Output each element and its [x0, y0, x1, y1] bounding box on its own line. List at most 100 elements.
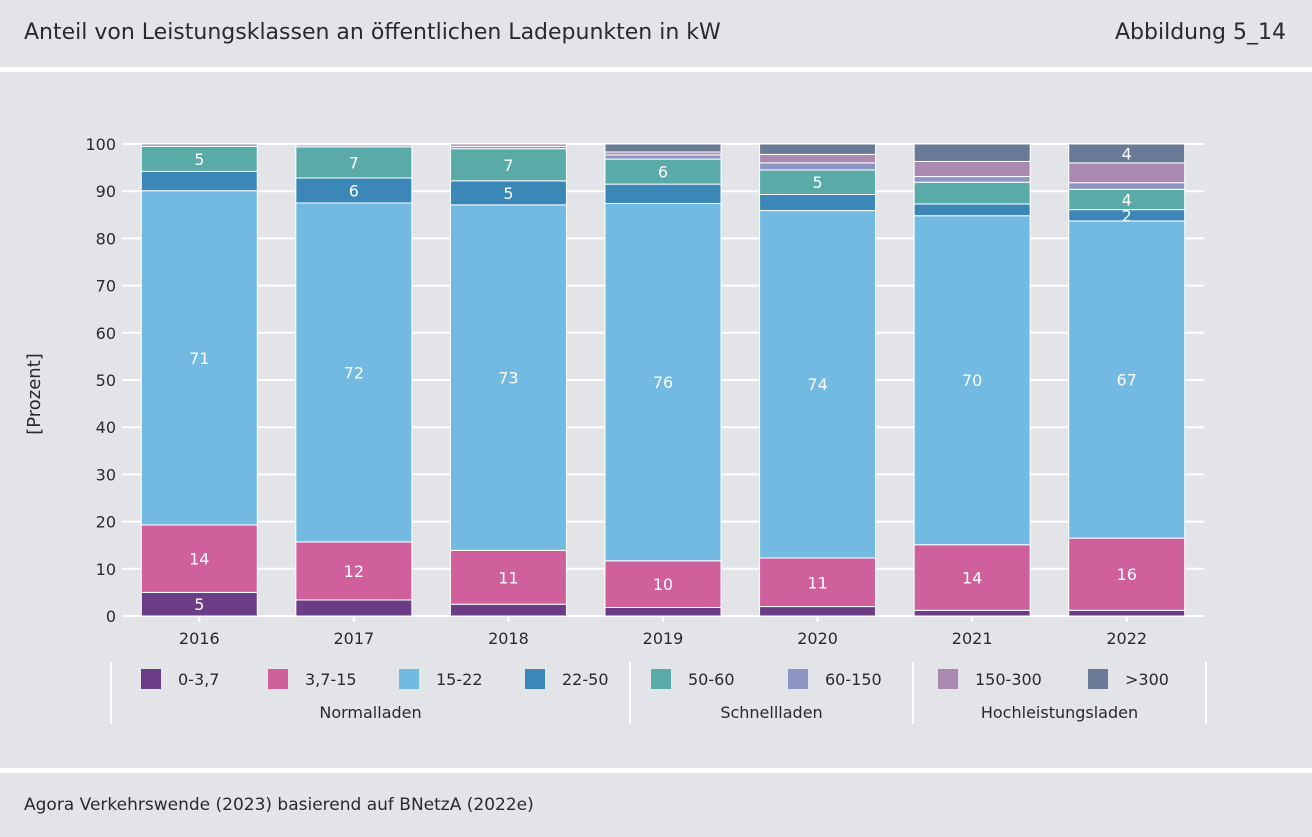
y-tick-label: 90 — [96, 182, 116, 201]
bar-segment — [1068, 537, 1186, 611]
x-tick-label: 2022 — [1106, 629, 1147, 648]
legend-swatch — [788, 669, 808, 689]
bar-segment — [759, 169, 877, 196]
legend-label: 15-22 — [436, 670, 483, 689]
data-label: 67 — [1117, 371, 1137, 390]
bar-segment — [913, 215, 1031, 546]
bar-segment — [1068, 143, 1186, 164]
data-label: 6 — [658, 163, 668, 182]
y-tick-label: 20 — [96, 513, 116, 532]
y-tick-label: 60 — [96, 324, 116, 343]
bar-segment — [449, 148, 567, 182]
axes: 0 10 20 30 40 50 60 70 80 90 100 2016 2017 2018 2019 20… — [85, 135, 1147, 648]
stacked-bar-chart: [Prozent] 5 14 71 5 12 72 67 11 73 5 7 10 76 6 11 74 5 14… — [24, 135, 1207, 724]
data-label: 6 — [349, 181, 359, 200]
bar-segment — [604, 202, 722, 562]
data-label: 4 — [1122, 190, 1132, 209]
y-tick-label: 50 — [96, 371, 116, 390]
data-label: 4 — [1122, 144, 1132, 163]
x-tick-label: 2021 — [952, 629, 993, 648]
bar-segment — [759, 143, 877, 155]
bar-segment — [140, 145, 258, 172]
legend-swatch — [399, 669, 419, 689]
bar-segment — [913, 203, 1031, 217]
data-label: 76 — [653, 373, 673, 392]
legend-swatch — [1088, 669, 1108, 689]
header-divider — [0, 67, 1312, 72]
data-label: 5 — [194, 150, 204, 169]
legend-swatch — [141, 669, 161, 689]
bar-segment — [295, 599, 413, 617]
y-axis-label: [Prozent] — [24, 353, 45, 435]
legend-label: 60-150 — [825, 670, 882, 689]
bar-segment — [604, 154, 722, 160]
data-label: 11 — [498, 568, 518, 587]
y-tick-label: 40 — [96, 418, 116, 437]
bar-segment — [759, 162, 877, 171]
y-tick-label: 100 — [85, 135, 116, 154]
data-label: 5 — [503, 184, 513, 203]
bar-segment — [295, 146, 413, 179]
data-label: 72 — [344, 363, 364, 382]
source-note: Agora Verkehrswende (2023) basierend auf… — [24, 795, 534, 815]
data-label: 5 — [812, 173, 822, 192]
data-label: 11 — [807, 573, 827, 592]
data-label: 16 — [1117, 565, 1137, 584]
legend-label: >300 — [1125, 670, 1169, 689]
legend-label: 0-3,7 — [178, 670, 219, 689]
bar-segment — [1068, 609, 1186, 617]
data-label: 14 — [962, 569, 982, 588]
bars — [140, 143, 1186, 617]
y-tick-label: 70 — [96, 277, 116, 296]
data-label: 70 — [962, 371, 982, 390]
bar-segment — [913, 160, 1031, 178]
data-label: 7 — [349, 153, 359, 172]
y-tick-label: 10 — [96, 560, 116, 579]
data-label: 2 — [1122, 206, 1132, 225]
bar-segment — [449, 549, 567, 605]
legend: 0-3,7 3,7-15 15-22 22-50 Normalladen 50-60 60-… — [110, 662, 1207, 724]
bar-segment — [295, 177, 413, 204]
x-tick-label: 2019 — [643, 629, 684, 648]
bar-segment — [449, 143, 567, 147]
bar-segment — [759, 210, 877, 559]
x-tick-label: 2018 — [488, 629, 529, 648]
x-tick-label: 2020 — [797, 629, 838, 648]
legend-swatch — [651, 669, 671, 689]
legend-swatch — [525, 669, 545, 689]
bar-segment — [913, 544, 1031, 611]
bar-segment — [140, 190, 258, 526]
legend-group-label: Hochleistungsladen — [981, 703, 1138, 722]
data-label: 74 — [807, 375, 827, 394]
data-label: 73 — [498, 369, 518, 388]
bar-segment — [604, 183, 722, 204]
bar-segment — [140, 143, 258, 147]
x-tick-label: 2017 — [333, 629, 374, 648]
bar-segment — [913, 181, 1031, 205]
legend-group-label: Schnellladen — [720, 703, 822, 722]
bar-segment — [295, 202, 413, 543]
bar-segment — [1068, 162, 1186, 184]
bar-segment — [759, 194, 877, 212]
data-label: 5 — [194, 595, 204, 614]
bar-segment — [913, 176, 1031, 183]
bar-segment — [449, 603, 567, 617]
data-label: 12 — [344, 562, 364, 581]
figure-id: Abbildung 5_14 — [1114, 20, 1286, 45]
data-label: 14 — [189, 550, 209, 569]
legend-swatch — [268, 669, 288, 689]
y-tick-label: 80 — [96, 229, 116, 248]
bar-segment — [604, 607, 722, 617]
x-tick-label: 2016 — [179, 629, 220, 648]
bar-segment — [140, 524, 258, 593]
bar-segment — [449, 180, 567, 206]
data-label: 71 — [189, 349, 209, 368]
legend-label: 150-300 — [975, 670, 1042, 689]
bar-segment — [295, 143, 413, 146]
bar-segment — [449, 204, 567, 551]
bar-segment — [1068, 182, 1186, 190]
bar-segment — [140, 170, 258, 192]
y-tick-label: 0 — [106, 607, 116, 626]
bar-segment — [604, 143, 722, 153]
